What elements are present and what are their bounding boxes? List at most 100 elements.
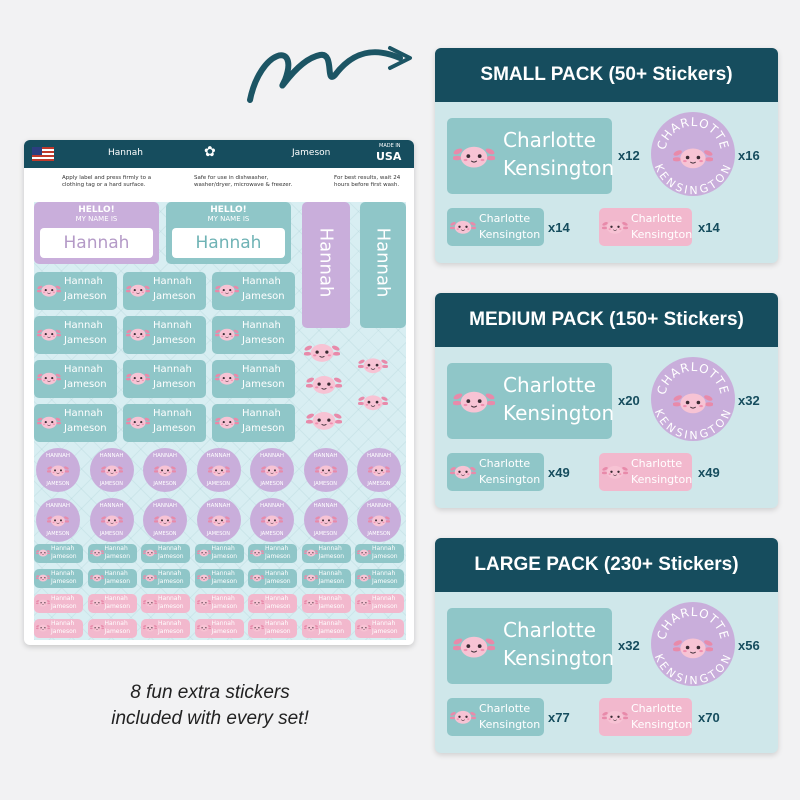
small-name-label: Hannah Jameson	[194, 619, 244, 638]
name-first: Charlotte	[503, 618, 596, 642]
vertical-name-text: Hannah	[372, 227, 394, 298]
small-name-first: Hannah	[318, 545, 342, 552]
count-small-teal: x77	[548, 710, 570, 725]
small-name-last: Jameson	[318, 628, 345, 635]
axolotl-icon	[303, 574, 318, 582]
count-circle-label: x16	[738, 148, 760, 163]
axolotl-icon	[250, 624, 264, 632]
name-last: Jameson	[153, 423, 196, 434]
small-name-label: Hannah Jameson	[34, 594, 83, 613]
count-small-teal: x49	[548, 465, 570, 480]
circle-top-text: HANNAH	[206, 453, 231, 459]
circle-bottom-text: JAMESON	[260, 531, 284, 537]
small-name-last: Jameson	[158, 628, 184, 635]
small-name-label: Hannah Jameson	[141, 544, 190, 563]
small-name-label: Hannah Jameson	[248, 569, 297, 588]
name-last: Jameson	[242, 379, 285, 390]
small-name-label: Hannah Jameson	[355, 594, 404, 613]
axolotl-icon	[314, 515, 337, 527]
axolotl-icon	[357, 599, 371, 607]
small-name-label: Hannah Jameson	[34, 619, 83, 638]
small-name-last: Jameson	[104, 578, 131, 585]
name-last: Kensington	[479, 473, 541, 486]
axolotl-icon	[100, 465, 123, 477]
name-first: Hannah	[64, 276, 103, 287]
axolotl-icon	[357, 574, 371, 582]
name-first: Charlotte	[631, 702, 683, 715]
axolotl-icon	[215, 284, 239, 297]
circle-label: HANNAH JAMESON	[89, 448, 134, 492]
small-name-first: Hannah	[51, 545, 75, 552]
axolotl-icon	[450, 710, 476, 724]
small-name-last: Jameson	[104, 628, 131, 635]
name-first: Hannah	[64, 320, 103, 331]
pack-card: SMALL PACK (50+ Stickers) Charlotte Kens…	[435, 48, 778, 263]
axolotl-icon	[37, 284, 61, 297]
small-name-last: Jameson	[318, 553, 345, 560]
small-name-label: Hannah Jameson	[34, 569, 83, 588]
circle-bottom-text: JAMESON	[313, 481, 338, 487]
axolotl-icon	[602, 465, 628, 479]
small-name-first: Hannah	[318, 620, 342, 627]
axolotl-icon	[250, 574, 264, 582]
sheet-header: Hannah ✿ Jameson MADE IN USA	[24, 140, 414, 168]
axolotl-icon	[37, 328, 61, 341]
name-label: Hannah Jameson	[34, 272, 117, 310]
axolotl-icon	[357, 624, 371, 632]
circle-top-text: HANNAH	[152, 453, 178, 459]
axolotl-icon	[673, 638, 713, 659]
axolotl-icon	[89, 549, 104, 557]
circle-bottom-text: JAMESON	[367, 481, 391, 487]
my-name-is-text: MY NAME IS	[75, 215, 118, 223]
axolotl-icon	[673, 393, 713, 414]
name-label: Hannah Jameson	[123, 316, 206, 354]
small-name-label: Hannah Jameson	[248, 544, 297, 563]
circle-bottom-text: JAMESON	[99, 481, 124, 487]
instructions: Apply label and press firmly to a clothi…	[34, 173, 404, 203]
name-first: Charlotte	[479, 457, 531, 470]
name-label: Hannah Jameson	[212, 404, 295, 442]
small-name-last: Jameson	[318, 578, 345, 585]
circle-bottom-text: JAMESON	[99, 531, 124, 537]
small-name-label: Hannah Jameson	[87, 569, 137, 588]
small-name-label: Hannah Jameson	[194, 594, 244, 613]
name-last: Kensington	[479, 228, 541, 241]
name-first: Hannah	[64, 408, 103, 419]
small-name-first: Hannah	[211, 620, 235, 627]
axolotl-icon	[303, 549, 318, 557]
axolotl-icon	[250, 549, 264, 557]
small-name-label: Hannah Jameson	[301, 569, 351, 588]
small-name-first: Hannah	[372, 570, 396, 577]
name-first: Hannah	[153, 320, 192, 331]
small-name-label: Hannah Jameson	[141, 619, 190, 638]
name-last: Jameson	[153, 335, 196, 346]
small-name-last: Jameson	[158, 578, 184, 585]
axolotl-icon	[143, 599, 157, 607]
small-name-last: Jameson	[372, 628, 398, 635]
small-name-first: Hannah	[51, 570, 75, 577]
name-label: Hannah Jameson	[123, 272, 206, 310]
small-name-label: Hannah Jameson	[355, 619, 404, 638]
axolotl-icon	[36, 549, 50, 557]
axolotl-icon	[358, 358, 388, 374]
name-last: Kensington	[503, 156, 615, 180]
small-name-last: Jameson	[372, 553, 398, 560]
axolotl-icon	[453, 146, 495, 168]
axolotl-icon	[207, 515, 230, 527]
circle-top-text: HANNAH	[366, 453, 392, 459]
small-name-label: Hannah Jameson	[194, 569, 244, 588]
small-name-last: Jameson	[104, 603, 131, 610]
small-name-first: Hannah	[318, 570, 342, 577]
name-last: Jameson	[64, 335, 107, 346]
hello-label: HELLO! MY NAME IS Hannah	[166, 202, 291, 264]
axolotl-icon	[673, 148, 713, 169]
name-last: Jameson	[64, 379, 107, 390]
axolotl-icon	[126, 416, 150, 429]
axolotl-icon	[89, 574, 104, 582]
instruction-3: For best results, wait 24 hours before f…	[334, 175, 401, 188]
axolotl-icon	[143, 574, 157, 582]
circle-label: HANNAH JAMESON	[36, 448, 80, 492]
count-small-pink: x49	[698, 465, 720, 480]
circle-label: HANNAH JAMESON	[357, 498, 401, 542]
count-large-label: x20	[618, 393, 640, 408]
